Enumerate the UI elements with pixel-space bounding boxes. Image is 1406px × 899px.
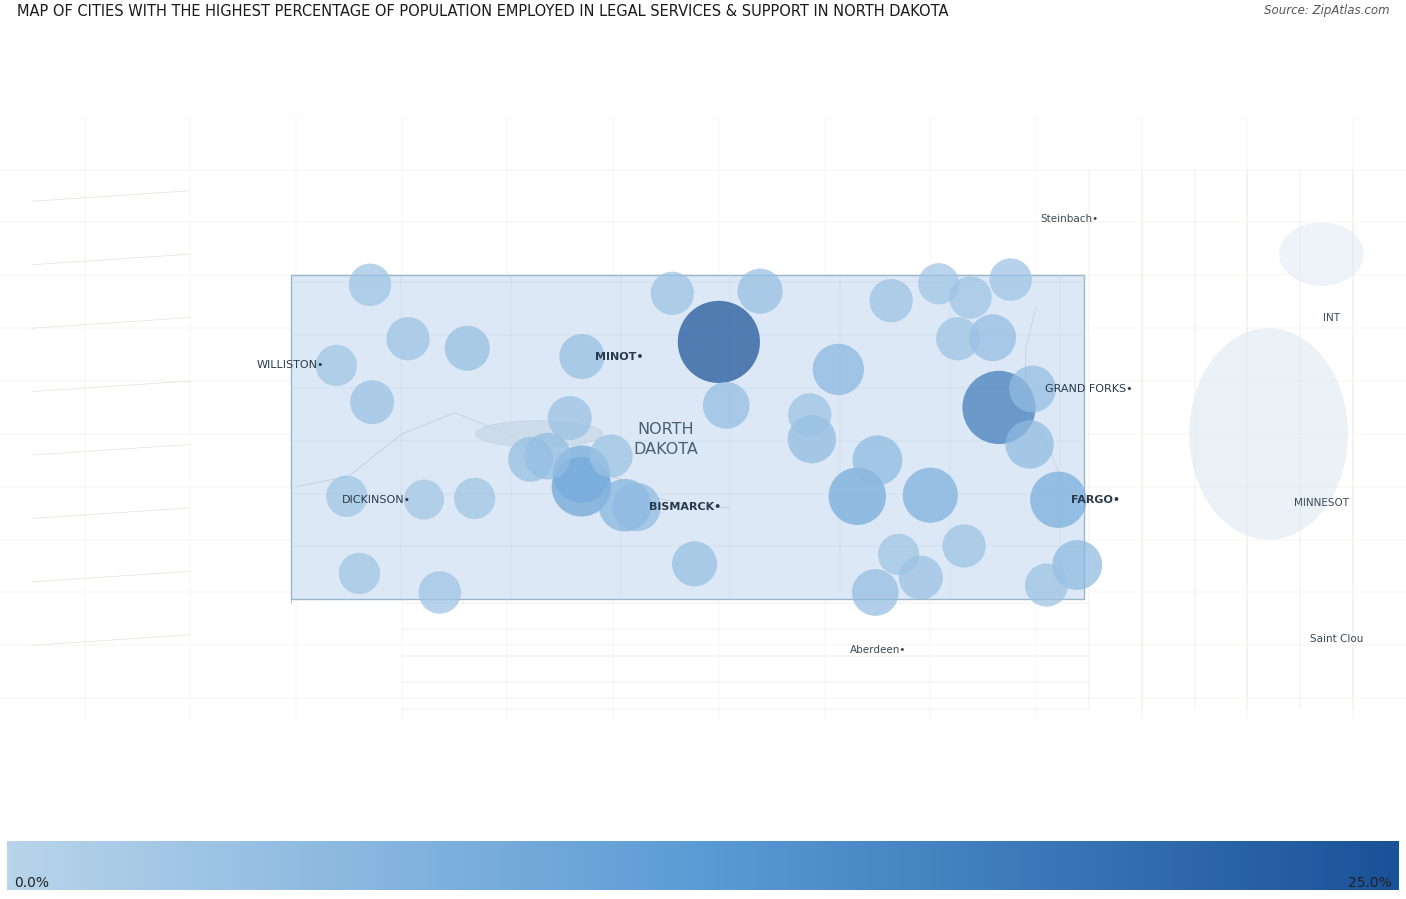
Point: [865, 585, 887, 600]
Ellipse shape: [475, 421, 603, 447]
Point: [1047, 493, 1070, 507]
Text: GRAND FORKS•: GRAND FORKS•: [1045, 384, 1133, 394]
Point: [558, 411, 581, 425]
Point: [519, 452, 541, 467]
Text: MINNESOT: MINNESOT: [1294, 498, 1348, 508]
Text: 0.0%: 0.0%: [14, 876, 49, 890]
Point: [959, 290, 981, 305]
Point: [928, 277, 950, 291]
Ellipse shape: [1189, 328, 1348, 539]
Point: [661, 286, 683, 300]
Point: [946, 332, 969, 346]
Point: [799, 407, 821, 422]
Text: INT: INT: [1323, 313, 1340, 323]
Text: MINOT•: MINOT•: [595, 352, 643, 361]
Point: [920, 488, 942, 503]
Text: WILLISTON•: WILLISTON•: [256, 360, 323, 370]
Point: [1021, 382, 1043, 396]
Point: [827, 362, 849, 377]
Point: [1018, 437, 1040, 451]
Point: [359, 278, 381, 292]
Point: [1066, 557, 1088, 572]
Point: [571, 467, 593, 481]
Point: [429, 585, 451, 600]
Point: [800, 432, 823, 447]
Point: [707, 334, 730, 349]
Point: [613, 498, 636, 512]
Point: [349, 566, 371, 581]
Point: [464, 491, 486, 505]
Text: Aberdeen•: Aberdeen•: [851, 645, 907, 654]
Text: MAP OF CITIES WITH THE HIGHEST PERCENTAGE OF POPULATION EMPLOYED IN LEGAL SERVIC: MAP OF CITIES WITH THE HIGHEST PERCENTAG…: [17, 4, 949, 20]
Point: [626, 500, 648, 514]
Point: [981, 331, 1004, 345]
Point: [887, 547, 910, 562]
Point: [683, 556, 706, 571]
Text: DICKINSON•: DICKINSON•: [342, 494, 412, 504]
Point: [953, 539, 976, 553]
Point: [600, 449, 623, 463]
Text: 25.0%: 25.0%: [1348, 876, 1392, 890]
Text: NORTH
DAKOTA: NORTH DAKOTA: [634, 422, 699, 457]
Text: Steinbach•: Steinbach•: [1040, 214, 1099, 224]
Point: [325, 359, 347, 373]
Point: [880, 293, 903, 307]
Point: [866, 453, 889, 467]
Point: [1035, 578, 1057, 592]
Point: [361, 395, 384, 409]
Point: [456, 341, 478, 355]
Point: [716, 398, 738, 413]
Point: [1000, 272, 1022, 287]
Text: Source: ZipAtlas.com: Source: ZipAtlas.com: [1264, 4, 1389, 17]
Ellipse shape: [1279, 222, 1364, 286]
Bar: [291, 275, 1084, 600]
Point: [396, 332, 419, 346]
Point: [336, 489, 359, 503]
Point: [571, 479, 593, 494]
Point: [536, 449, 558, 463]
Text: FARGO•: FARGO•: [1071, 494, 1121, 504]
Point: [910, 571, 932, 585]
Point: [988, 400, 1011, 414]
Point: [749, 284, 772, 298]
Point: [846, 489, 869, 503]
Point: [571, 350, 593, 364]
Text: Saint Clou: Saint Clou: [1309, 634, 1362, 644]
Text: BISMARCK•: BISMARCK•: [650, 502, 721, 512]
Point: [413, 493, 436, 507]
